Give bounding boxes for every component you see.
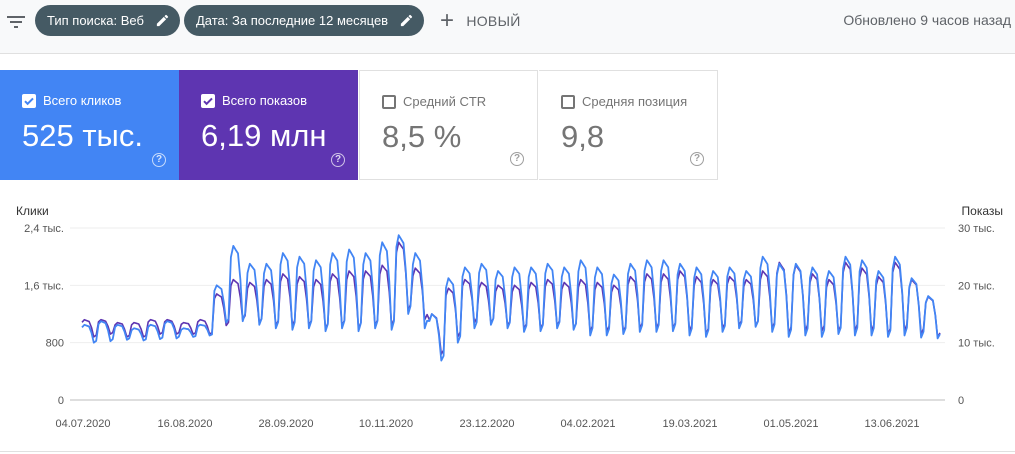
x-tick-label: 16.08.2020: [157, 418, 212, 430]
chip-search-type[interactable]: Тип поиска: Веб: [35, 5, 180, 36]
help-icon[interactable]: ?: [152, 153, 166, 167]
metric-card-clicks[interactable]: Всего кликов 525 тыс. ?: [0, 70, 179, 180]
x-tick-label: 04.02.2021: [560, 418, 615, 430]
metric-card-impressions[interactable]: Всего показов 6,19 млн ?: [179, 70, 358, 180]
metric-value: 8,5 %: [382, 119, 462, 154]
metric-label: Всего показов: [222, 93, 307, 108]
metric-value: 6,19 млн: [201, 118, 327, 153]
metric-card-position[interactable]: Средняя позиция 9,8 ?: [539, 70, 718, 180]
metric-label: Средняя позиция: [582, 94, 688, 109]
right-tick-label: 20 тыс.: [958, 280, 995, 292]
left-axis-title: Клики: [16, 204, 49, 218]
top-toolbar: Тип поиска: Веб Дата: За последние 12 ме…: [0, 0, 1015, 54]
last-updated-text: Обновлено 9 часов назад: [843, 12, 1011, 28]
checkbox-unchecked-icon[interactable]: [382, 95, 396, 109]
left-tick-label: 0: [58, 395, 64, 407]
clicks-series-line: [81, 234, 941, 362]
help-icon[interactable]: ?: [510, 152, 524, 166]
x-tick-label: 19.03.2021: [662, 418, 717, 430]
x-tick-label: 23.12.2020: [459, 418, 514, 430]
chip-date-range[interactable]: Дата: За последние 12 месяцев: [184, 5, 425, 36]
metric-value: 525 тыс.: [22, 118, 143, 153]
left-tick-label: 2,4 тыс.: [24, 223, 64, 235]
pencil-icon[interactable]: [155, 13, 170, 28]
x-tick-label: 13.06.2021: [864, 418, 919, 430]
x-tick-label: 28.09.2020: [258, 418, 313, 430]
x-tick-label: 10.11.2020: [359, 418, 413, 430]
chip-date-range-label: Дата: За последние 12 месяцев: [196, 13, 389, 28]
right-tick-label: 30 тыс.: [958, 223, 995, 235]
x-tick-label: 04.07.2020: [55, 418, 110, 430]
checkbox-checked-icon[interactable]: [22, 94, 36, 108]
metric-label: Средний CTR: [403, 94, 487, 109]
metric-value: 9,8: [561, 119, 605, 154]
x-tick-label: 01.05.2021: [763, 418, 818, 430]
plus-icon: +: [440, 7, 455, 34]
left-tick-label: 800: [46, 338, 64, 350]
right-tick-label: 0: [958, 395, 964, 407]
impressions-series-line: [81, 241, 941, 355]
pencil-icon[interactable]: [399, 13, 414, 28]
filter-icon[interactable]: [4, 10, 28, 34]
new-filter-label: НОВЫЙ: [466, 13, 521, 29]
chip-search-type-label: Тип поиска: Веб: [47, 13, 144, 28]
metric-label: Всего кликов: [43, 93, 122, 108]
checkbox-unchecked-icon[interactable]: [561, 95, 575, 109]
help-icon[interactable]: ?: [690, 152, 704, 166]
metric-cards: Всего кликов 525 тыс. ? Всего показов 6,…: [0, 70, 720, 180]
help-icon[interactable]: ?: [331, 153, 345, 167]
divider: [0, 451, 1015, 452]
left-tick-label: 1,6 тыс.: [24, 280, 64, 292]
right-tick-label: 10 тыс.: [958, 338, 995, 350]
checkbox-checked-icon[interactable]: [201, 94, 215, 108]
metric-card-ctr[interactable]: Средний CTR 8,5 % ?: [359, 70, 538, 180]
new-filter-button[interactable]: + НОВЫЙ: [440, 9, 521, 33]
right-axis-title: Показы: [961, 204, 1003, 218]
